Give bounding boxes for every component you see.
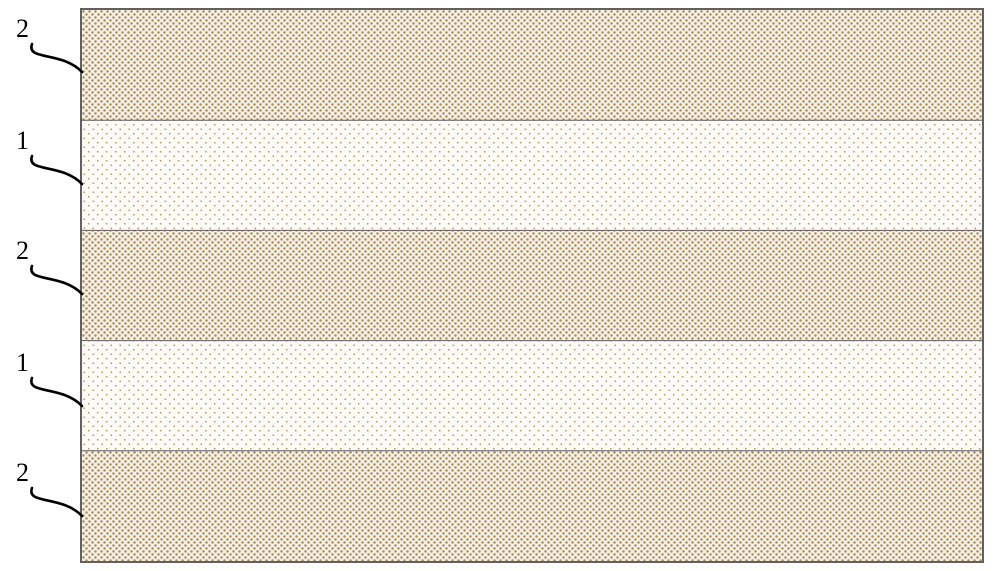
layer-1 xyxy=(82,341,982,451)
lead-line xyxy=(26,38,88,78)
diagram-container: 21212 xyxy=(0,0,1000,571)
lead-line xyxy=(26,150,88,190)
layer-1 xyxy=(82,120,982,230)
lead-line xyxy=(26,482,88,522)
layer-2 xyxy=(82,10,982,120)
lead-line xyxy=(26,260,88,300)
layer-2 xyxy=(82,230,982,340)
layer-stack xyxy=(80,8,984,563)
lead-line xyxy=(26,372,88,412)
layer-2 xyxy=(82,451,982,561)
layer-stack-svg xyxy=(82,10,986,565)
